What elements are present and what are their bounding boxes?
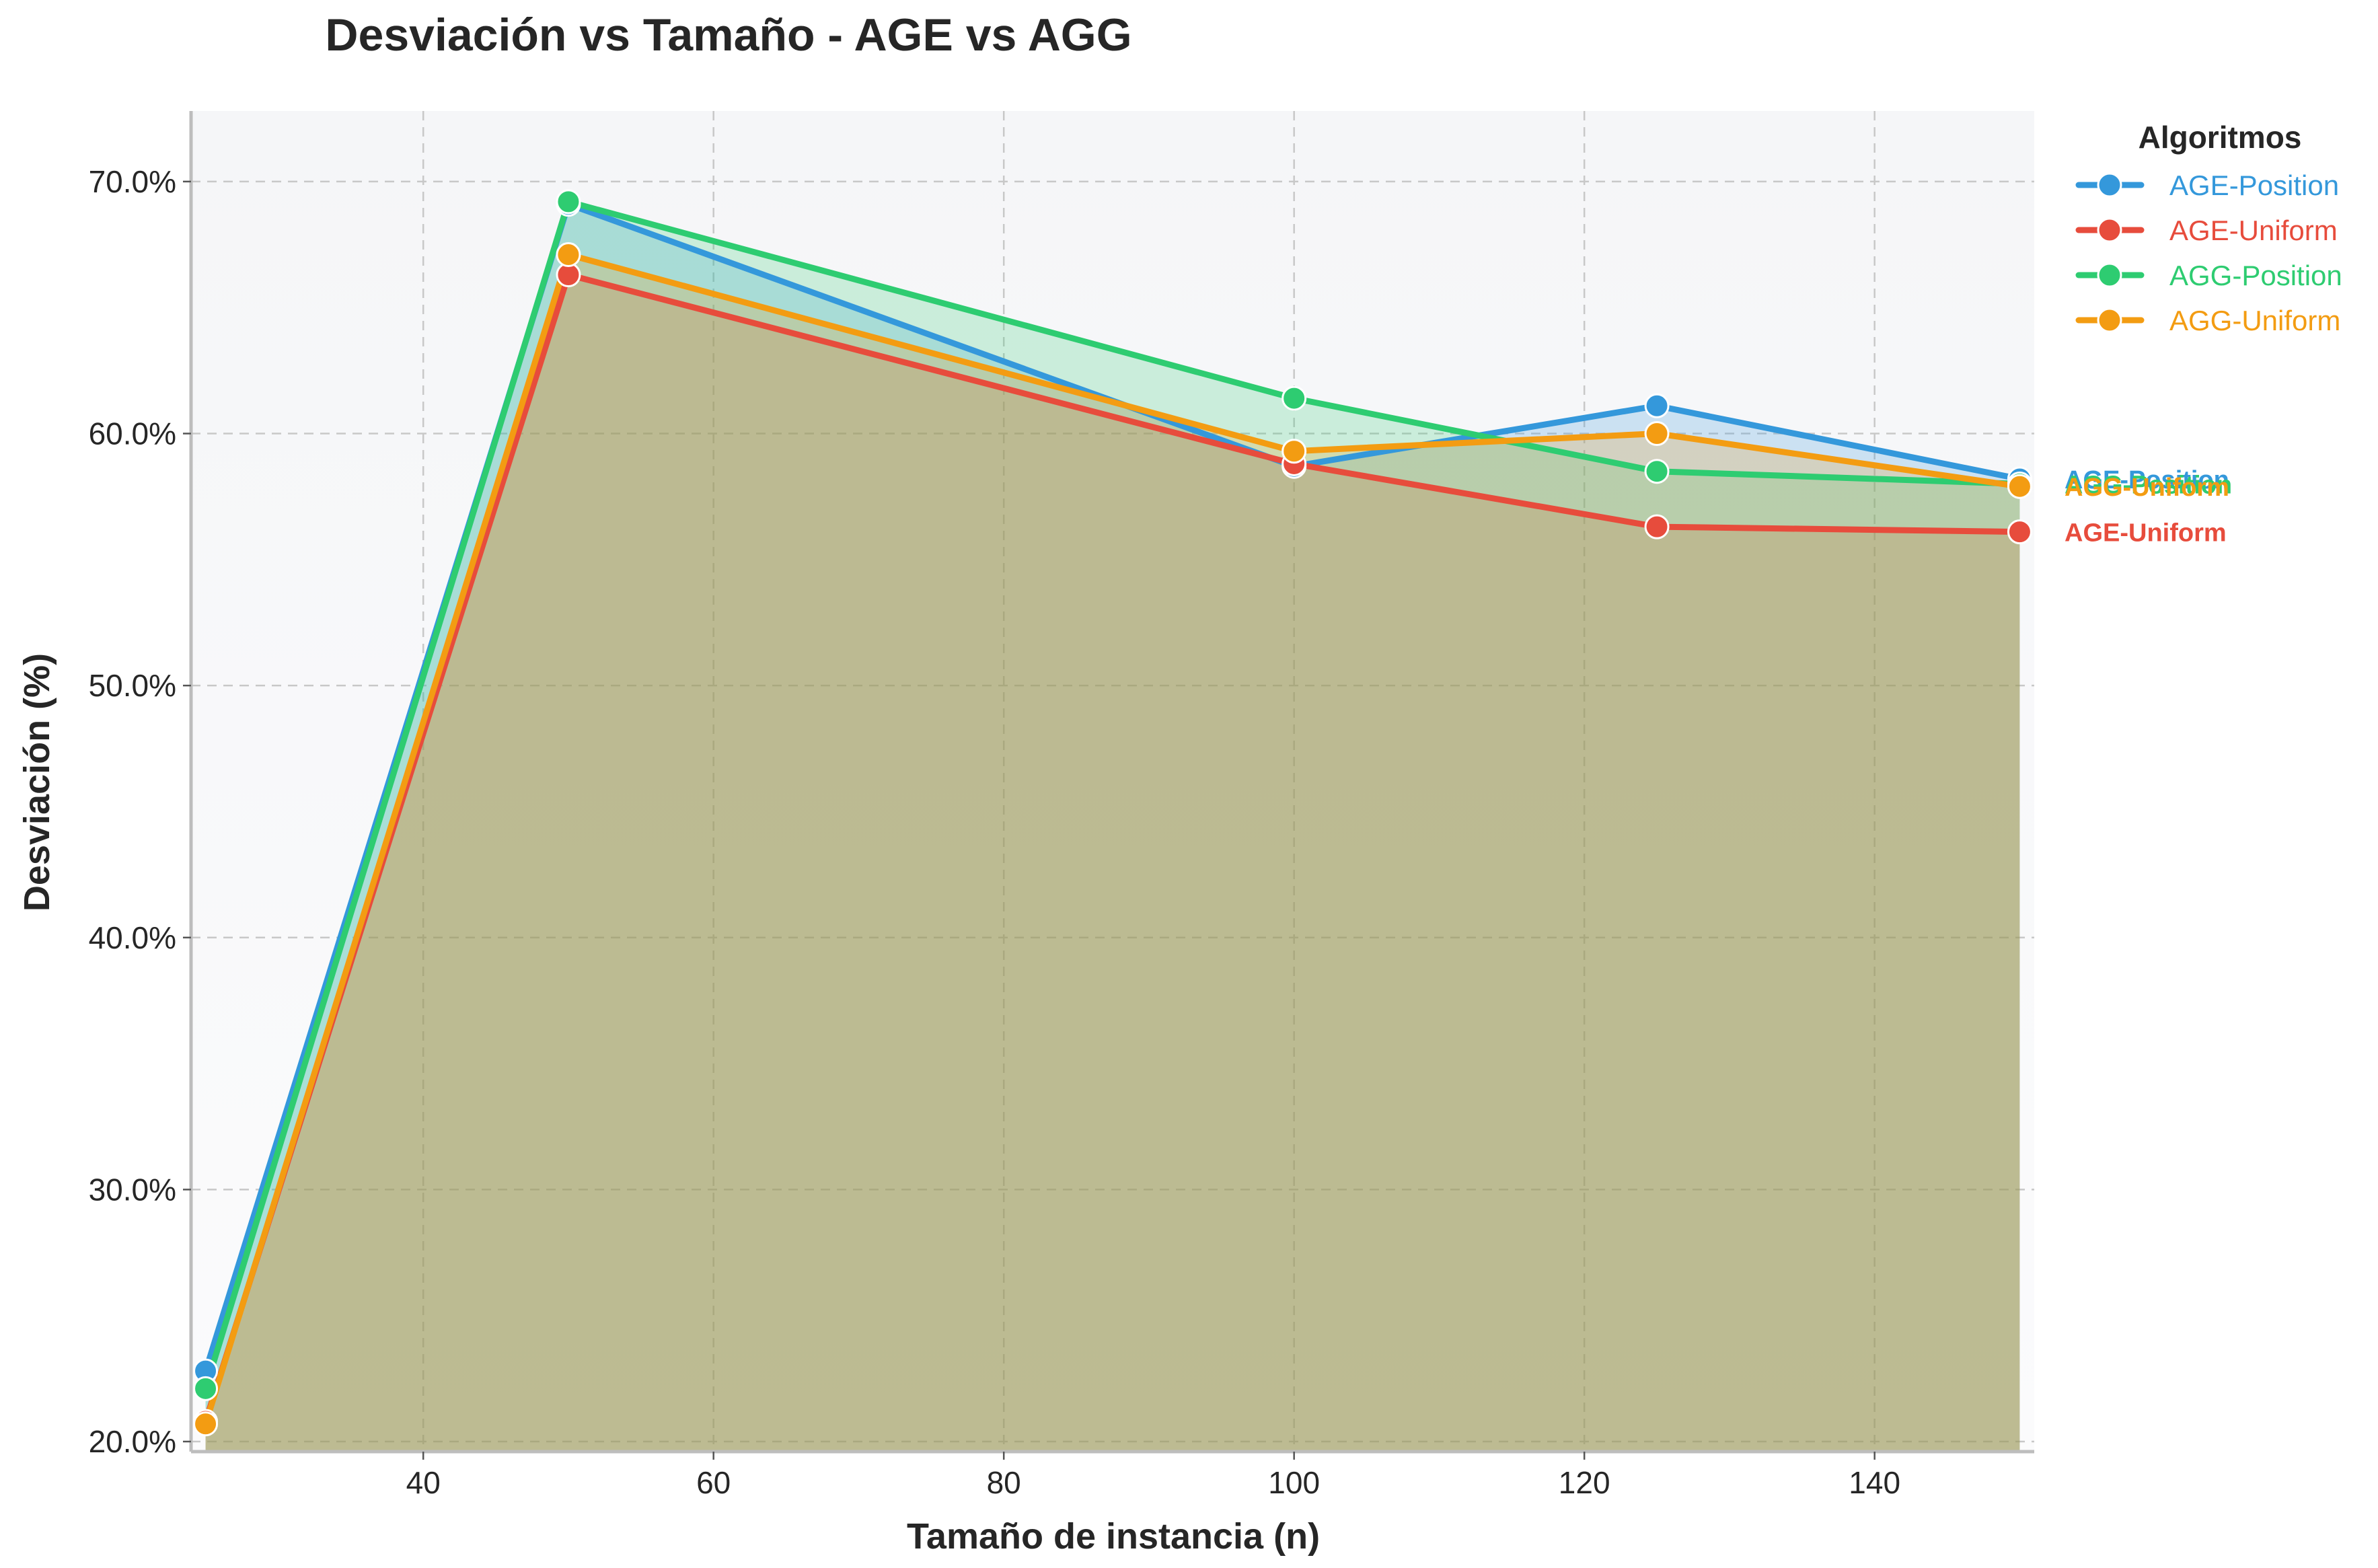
y-tick-label: 40.0%	[89, 920, 176, 955]
area-fills	[205, 201, 2020, 1452]
y-tick-label: 50.0%	[89, 668, 176, 703]
legend-swatch-marker	[2097, 307, 2122, 333]
point-agg-position	[556, 189, 581, 215]
y-tick-label: 30.0%	[89, 1172, 176, 1207]
legend-swatch-marker	[2097, 217, 2122, 243]
x-tick-label: 140	[1849, 1465, 1900, 1500]
point-agg-uniform	[1281, 439, 1307, 464]
point-agg-position	[193, 1376, 219, 1401]
plot-background	[191, 111, 2034, 1452]
y-tick-label: 60.0%	[89, 416, 176, 451]
x-tick-label: 60	[696, 1465, 731, 1500]
x-axis-label: Tamaño de instancia (n)	[907, 1516, 1320, 1557]
point-age-uniform	[1644, 514, 1670, 539]
chart-title: Desviación vs Tamaño - AGE vs AGG	[325, 9, 1131, 61]
legend-label: AGE-Uniform	[2169, 215, 2338, 246]
legend-swatch-marker	[2097, 262, 2122, 288]
point-agg-uniform	[193, 1411, 219, 1437]
y-tick-label: 70.0%	[89, 164, 176, 199]
point-age-position	[1644, 393, 1670, 418]
point-agg-uniform	[1644, 421, 1670, 447]
point-agg-uniform	[2007, 474, 2032, 499]
end-label-age-position: AGE-Position	[2065, 466, 2229, 494]
y-axis-label: Desviación (%)	[17, 653, 57, 911]
x-tick-label: 100	[1268, 1465, 1320, 1500]
legend-title: Algoritmos	[2139, 120, 2302, 155]
x-tick-label: 80	[987, 1465, 1021, 1500]
legend: Algoritmos AGE-Position AGE-Uniform AGG-Po…	[2075, 120, 2342, 336]
area-agg-uniform	[205, 254, 2020, 1452]
point-agg-position	[1281, 385, 1307, 411]
legend-label: AGE-Position	[2169, 170, 2339, 201]
y-tick-label: 20.0%	[89, 1424, 176, 1459]
area-agg-position	[205, 201, 2020, 1452]
x-tick-label: 120	[1559, 1465, 1610, 1500]
end-label-age-uniform: AGE-Uniform	[2065, 519, 2227, 548]
point-agg-uniform	[556, 242, 581, 268]
legend-swatch-marker	[2097, 172, 2122, 198]
end-labels: AGE-Position AGE-Uniform AGG-PositionAGG-U…	[2065, 466, 2232, 548]
axis-ticks: 40 60 80 100 120 140 20.0% 30.0% 40.0% 50.0% 60.0%…	[89, 164, 1900, 1500]
area-age-uniform	[205, 274, 2020, 1452]
area-age-position	[205, 204, 2020, 1452]
series-points	[193, 189, 2032, 1437]
legend-label: AGG-Uniform	[2169, 305, 2340, 336]
point-agg-position	[1644, 459, 1670, 484]
end-label-agg-position: AGG-Position	[2065, 471, 2232, 499]
legend-label: AGG-Position	[2169, 260, 2342, 291]
x-tick-label: 40	[406, 1465, 441, 1500]
point-age-uniform	[2007, 519, 2032, 545]
end-label-agg-uniform: AGG-Uniform	[2065, 474, 2229, 502]
